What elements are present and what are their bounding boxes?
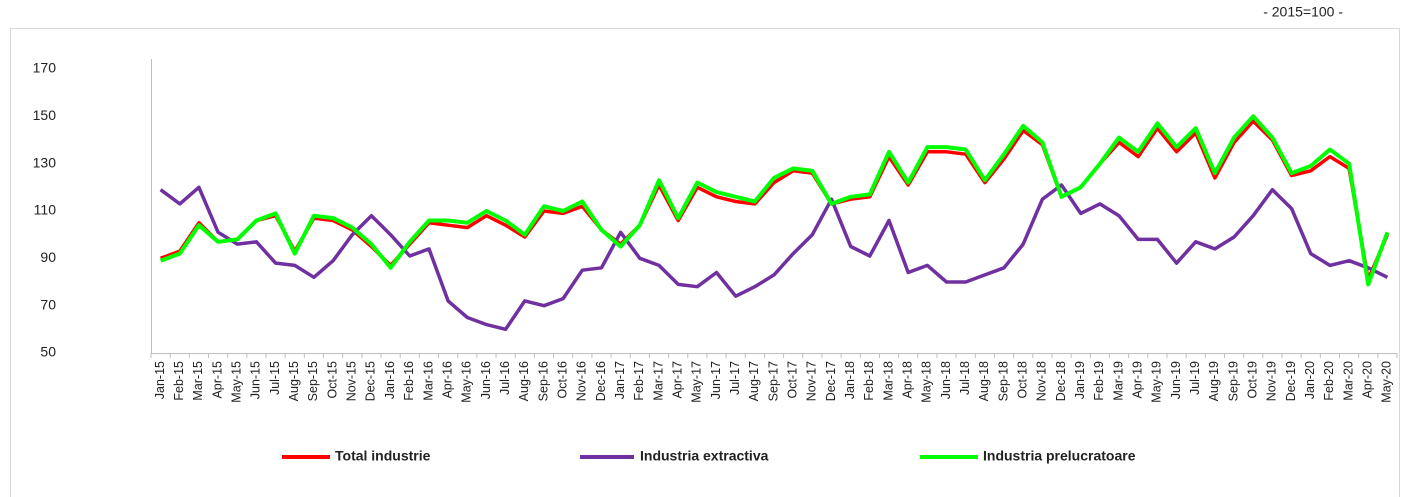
x-tick-label: Jul-15 [268,361,282,395]
x-tick-label: Dec-15 [364,361,378,401]
x-tick-label: Jun-19 [1169,361,1183,399]
y-tick-label: 150 [33,107,57,123]
x-tick-label: May-15 [230,361,244,403]
x-tick-label: Apr-18 [900,361,914,399]
x-tick-label: Jun-17 [709,361,723,399]
x-tick-label: Feb-20 [1322,361,1336,401]
x-tick-label: Dec-18 [1054,361,1068,401]
x-tick-label: Jul-19 [1188,361,1202,395]
x-tick-label: Aug-17 [747,361,761,401]
legend-label: Total industrie [335,448,431,464]
x-tick-label: Jun-18 [939,361,953,399]
x-tick-label: Feb-15 [172,361,186,401]
x-tick-label: Nov-15 [345,361,359,401]
x-tick-label: Feb-18 [862,361,876,401]
y-tick-label: 130 [33,154,57,170]
x-tick-label: Aug-15 [287,361,301,401]
x-tick-label: Mar-19 [1111,361,1125,401]
x-tick-label: Jun-15 [249,361,263,399]
legend-label: Industria prelucratoare [983,448,1136,464]
x-tick-label: Dec-16 [594,361,608,401]
x-tick-label: Oct-17 [785,361,799,399]
x-tick-label: Feb-19 [1092,361,1106,401]
y-tick-label: 50 [40,344,56,360]
x-tick-label: Aug-19 [1207,361,1221,401]
x-tick-label: Apr-16 [440,361,454,399]
x-tick-label: Mar-17 [651,361,665,401]
x-tick-label: May-16 [460,361,474,403]
x-tick-label: Oct-15 [325,361,339,399]
x-tick-label: Dec-19 [1284,361,1298,401]
x-tick-label: Jan-18 [843,361,857,399]
x-tick-label: Sep-15 [306,361,320,401]
x-tick-label: May-20 [1380,361,1394,403]
x-tick-label: Jan-20 [1303,361,1317,399]
x-tick-label: Aug-18 [977,361,991,401]
x-tick-label: Mar-16 [421,361,435,401]
y-tick-label: 90 [40,249,56,265]
x-tick-label: Jul-16 [498,361,512,395]
x-tick-label: Nov-17 [805,361,819,401]
x-tick-label: Apr-19 [1131,361,1145,399]
x-tick-label: Jan-19 [1073,361,1087,399]
x-tick-label: Jan-15 [153,361,167,399]
x-tick-label: Sep-19 [1226,361,1240,401]
x-tick-label: Sep-17 [766,361,780,401]
x-tick-label: Nov-16 [575,361,589,401]
x-tick-label: Jun-16 [479,361,493,399]
x-tick-label: Mar-20 [1341,361,1355,401]
series-line [159,114,1390,287]
x-tick-label: Mar-18 [881,361,895,401]
x-tick-label: Jul-17 [728,361,742,395]
y-tick-label: 110 [34,202,57,218]
x-tick-label: Apr-17 [670,361,684,399]
x-tick-label: Feb-17 [632,361,646,401]
x-tick-label: Sep-16 [536,361,550,401]
x-tick-label: Oct-19 [1246,361,1260,399]
x-tick-label: Nov-19 [1265,361,1279,401]
x-tick-label: Apr-15 [210,361,224,399]
x-tick-label: Jul-18 [958,361,972,395]
legend-label: Industria extractiva [640,448,769,464]
x-tick-label: May-17 [690,361,704,403]
x-tick-label: Dec-17 [824,361,838,401]
y-tick-label: 70 [40,296,56,312]
chart-subtitle: - 2015=100 - [1263,4,1343,20]
x-tick-label: Sep-18 [996,361,1010,401]
x-tick-label: Apr-20 [1361,361,1375,399]
x-tick-label: Feb-16 [402,361,416,401]
x-tick-label: May-19 [1150,361,1164,403]
x-tick-label: Jan-17 [613,361,627,399]
x-tick-label: Mar-15 [191,361,205,401]
x-tick-label: Jan-16 [383,361,397,399]
series-line [159,183,1389,332]
chart-frame [10,28,1400,497]
x-tick-label: Oct-16 [555,361,569,399]
y-tick-label: 170 [33,60,57,76]
x-tick-label: Oct-18 [1015,361,1029,399]
x-tick-label: Nov-18 [1035,361,1049,401]
x-tick-label: May-18 [920,361,934,403]
x-tick-label: Aug-16 [517,361,531,401]
